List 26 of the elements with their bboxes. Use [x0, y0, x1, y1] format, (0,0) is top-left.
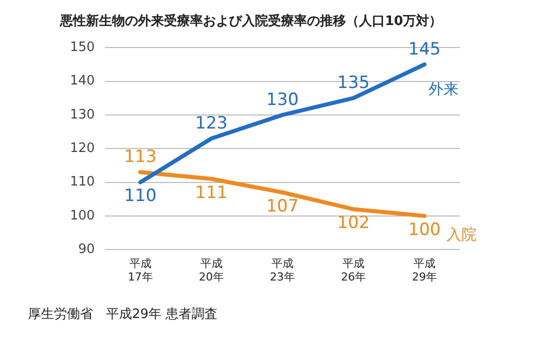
y-tick-label: 100 [70, 208, 95, 224]
series-label: 入院 [446, 225, 476, 244]
y-tick-label: 110 [70, 174, 95, 190]
data-label: 123 [195, 113, 228, 134]
x-tick-label: 平成 17年 [128, 257, 153, 284]
data-label: 102 [337, 213, 370, 234]
x-tick-label: 平成 26年 [340, 257, 366, 284]
data-label: 113 [124, 147, 157, 168]
y-tick-label: 120 [70, 140, 95, 156]
chart-title: 悪性新生物の外来受療率および入院受療率の推移（人口10万対） [59, 13, 442, 30]
data-label: 145 [408, 39, 441, 60]
y-tick-label: 90 [78, 242, 95, 257]
series-label: 外来 [428, 80, 458, 98]
data-label: 135 [337, 73, 370, 94]
y-tick-label: 130 [70, 107, 95, 122]
text: 厚生労働省 平成29年 患者調査 [28, 307, 218, 322]
y-tick-label: 150 [70, 40, 95, 55]
data-label: 100 [408, 220, 441, 240]
x-tick-label: 平成 23年 [270, 257, 295, 284]
data-label: 130 [266, 90, 299, 110]
data-label: 111 [195, 182, 228, 203]
x-tick-label: 平成 29年 [412, 257, 437, 284]
x-tick-label: 平成 20年 [198, 257, 224, 284]
data-label: 107 [266, 196, 299, 216]
y-tick-label: 140 [70, 74, 95, 89]
data-label: 110 [124, 186, 157, 206]
